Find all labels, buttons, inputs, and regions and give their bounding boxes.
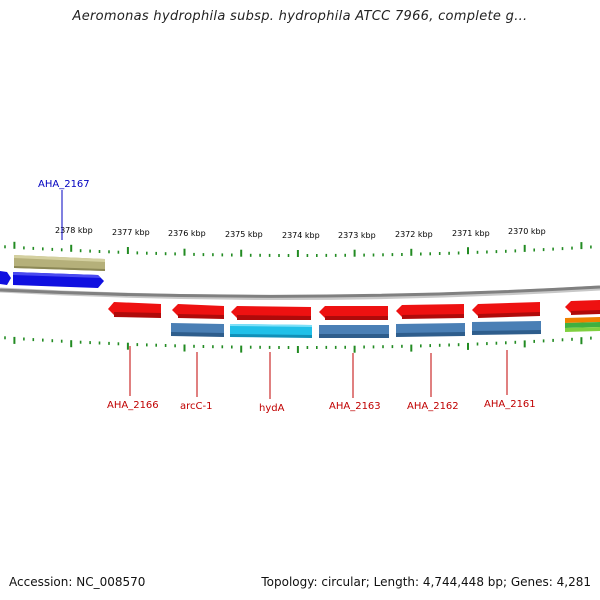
tick-label: 2371 kbp xyxy=(452,229,490,238)
tick-label: 2376 kbp xyxy=(168,229,206,238)
tick-label: 2374 kbp xyxy=(282,231,320,240)
tick-label: 2370 kbp xyxy=(508,227,546,236)
cyan-feature[interactable] xyxy=(230,324,312,338)
gene-label-aha-2167[interactable]: AHA_2167 xyxy=(38,179,90,190)
tick-label: 2375 kbp xyxy=(225,230,263,239)
genome-backbone xyxy=(0,285,600,298)
genome-summary-text: Topology: circular; Length: 4,744,448 bp… xyxy=(261,575,591,589)
tick-label: 2372 kbp xyxy=(395,230,433,239)
olive-feature[interactable] xyxy=(14,255,105,271)
gene-arrow-right-edge[interactable] xyxy=(565,300,600,315)
gene-label-arcc-1[interactable]: arcC-1 xyxy=(180,401,212,412)
map-title: Aeromonas hydrophila subsp. hydrophila A… xyxy=(72,9,528,24)
steel-feature[interactable] xyxy=(472,321,541,335)
gene-arrow-aha-2163[interactable] xyxy=(319,306,388,320)
multicolor-feature-right-edge[interactable] xyxy=(565,317,600,332)
tick-labels: 2378 kbp 2377 kbp 2376 kbp 2375 kbp 2374… xyxy=(55,226,546,240)
steel-feature[interactable] xyxy=(171,323,224,337)
gene-label-hyda[interactable]: hydA xyxy=(259,403,285,414)
gene-arrow-aha-2166[interactable] xyxy=(108,302,161,318)
gene-arrow-aha-2167[interactable] xyxy=(13,272,104,288)
steel-feature[interactable] xyxy=(396,323,465,337)
gene-arrow-left-edge[interactable] xyxy=(0,271,11,285)
gene-arrow-aha-2161[interactable] xyxy=(472,302,540,318)
gene-label-aha-2161[interactable]: AHA_2161 xyxy=(484,399,536,410)
gene-arrow-aha-2162[interactable] xyxy=(396,304,464,319)
tick-label: 2378 kbp xyxy=(55,226,93,235)
gene-label-aha-2163[interactable]: AHA_2163 xyxy=(329,401,381,412)
inner-tick-row xyxy=(4,336,592,353)
gene-arrow-hyda[interactable] xyxy=(231,306,311,320)
outer-tick-row xyxy=(4,241,592,257)
steel-feature[interactable] xyxy=(319,325,389,338)
gene-label-aha-2162[interactable]: AHA_2162 xyxy=(407,401,459,412)
tick-label: 2373 kbp xyxy=(338,231,376,240)
accession-text: Accession: NC_008570 xyxy=(9,575,146,589)
gene-arrow-arcc-1[interactable] xyxy=(172,304,224,319)
gene-label-aha-2166[interactable]: AHA_2166 xyxy=(107,400,159,411)
tick-label: 2377 kbp xyxy=(112,228,150,237)
